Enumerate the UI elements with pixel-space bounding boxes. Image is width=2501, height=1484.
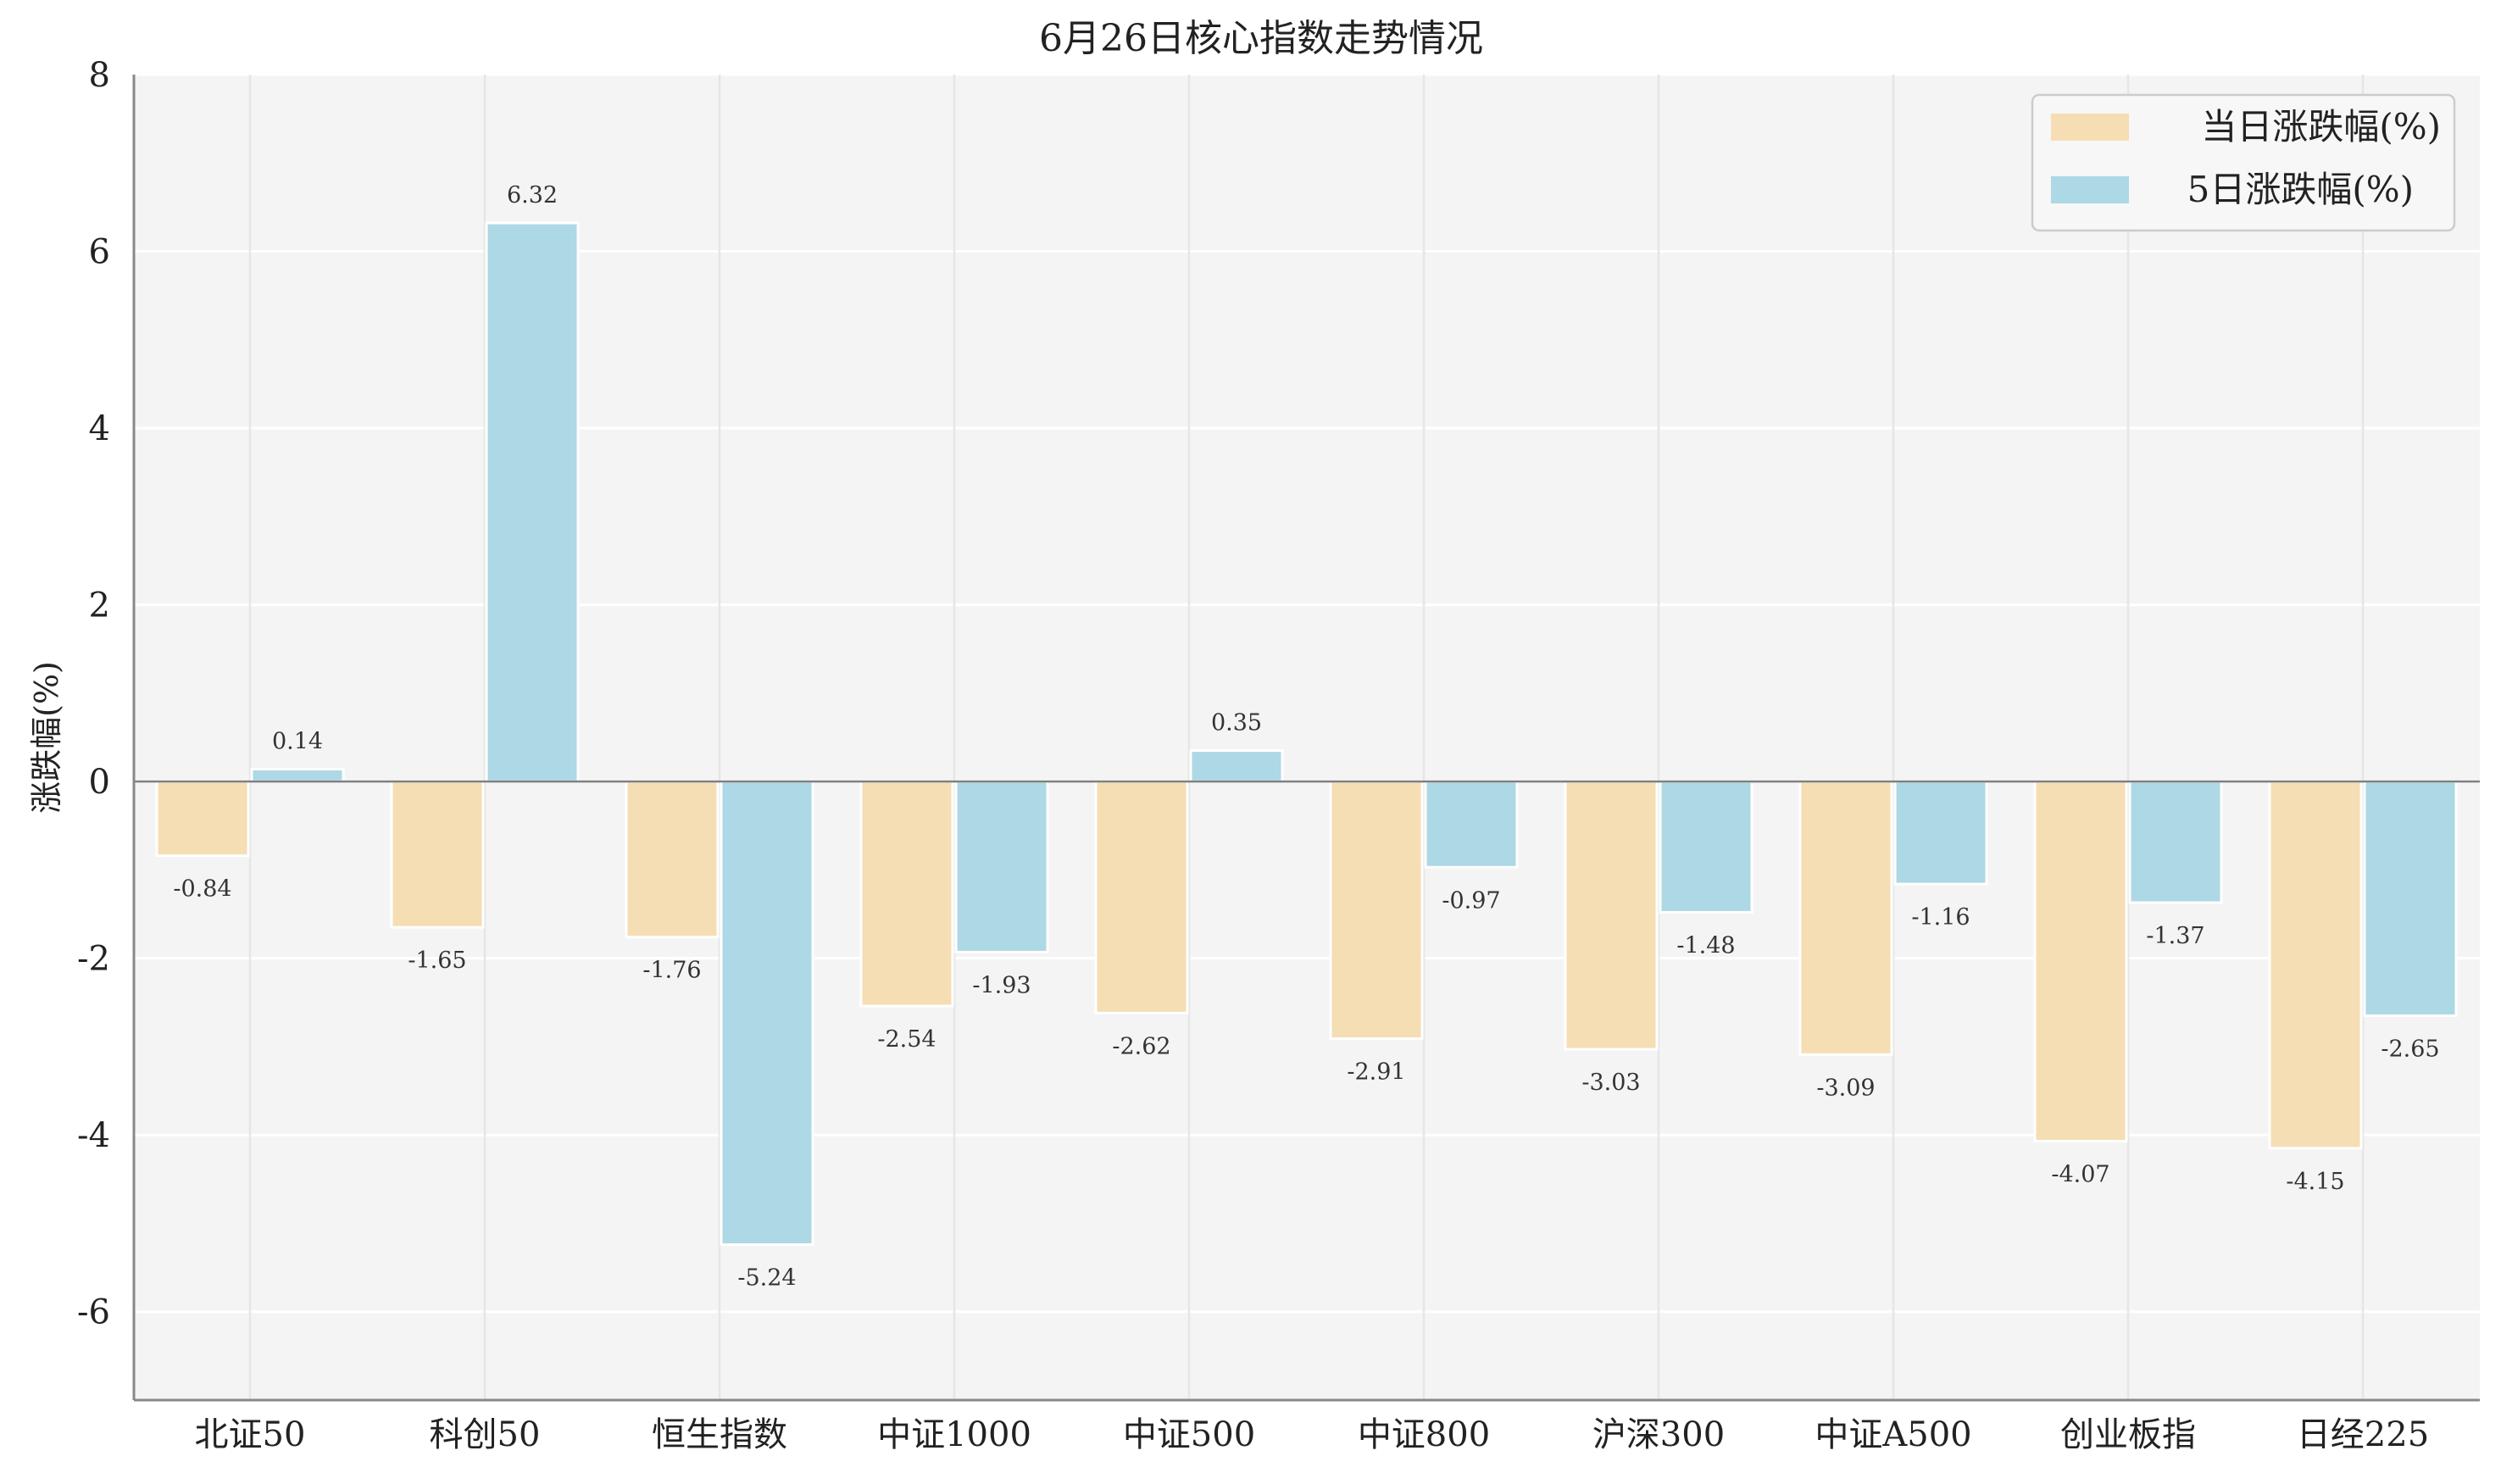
bar-series-0 — [2268, 780, 2363, 1150]
y-axis-label: 涨跌幅(%) — [28, 661, 65, 814]
y-tick-label: 8 — [89, 56, 110, 95]
y-tick-labels: 8 6 4 2 0 -2 -4 -6 — [77, 56, 110, 1332]
bar-series-1 — [1424, 780, 1519, 869]
data-label: -4.07 — [2051, 1161, 2109, 1187]
y-tick-label: -6 — [77, 1293, 110, 1332]
x-tick-label: 中证A500 — [1815, 1415, 1971, 1454]
x-tick-labels: 北证50 科创50 恒生指数 中证1000 中证500 中证800 沪深300 中证A500 创… — [195, 1415, 2430, 1454]
bar-series-1 — [720, 780, 814, 1246]
legend-swatch-5day — [2051, 176, 2129, 203]
bar-series-0 — [1094, 780, 1189, 1014]
bar-series-1 — [250, 768, 345, 783]
chart-title: 6月26日核心指数走势情况 — [1039, 17, 1483, 60]
bar-series-0 — [2033, 780, 2128, 1142]
bar-series-0 — [155, 780, 250, 858]
bar-series-1 — [2363, 780, 2458, 1017]
data-label: -2.62 — [1112, 1033, 1170, 1059]
x-tick-label: 创业板指 — [2060, 1415, 2196, 1454]
bar-series-1 — [485, 221, 580, 783]
data-label: -2.54 — [877, 1026, 936, 1053]
data-label: -3.03 — [1581, 1070, 1640, 1096]
data-label: 6.32 — [507, 182, 558, 208]
x-tick-label: 北证50 — [195, 1415, 306, 1454]
data-label: -1.65 — [408, 948, 466, 974]
x-tick-label: 中证1000 — [877, 1415, 1031, 1454]
x-tick-label: 科创50 — [430, 1415, 541, 1454]
bar-series-0 — [390, 780, 485, 929]
y-tick-label: 2 — [89, 586, 110, 625]
x-tick-label: 日经225 — [2297, 1415, 2429, 1454]
data-label: -4.15 — [2286, 1169, 2344, 1195]
legend-label-daily: 当日涨跌幅(%) — [2201, 106, 2441, 147]
bar-series-0 — [859, 780, 954, 1008]
bars-group — [155, 221, 2458, 1246]
legend: 当日涨跌幅(%) 5日涨跌幅(%) — [2031, 93, 2456, 232]
data-labels: -0.84 -1.65 -1.76 -2.54 -2.62 -2.91 -3.03 -3.09… — [173, 182, 2439, 1291]
bar-series-1 — [1893, 780, 1988, 886]
data-label: -1.16 — [1911, 904, 1970, 931]
bar-series-0 — [625, 780, 720, 939]
legend-box — [2031, 93, 2456, 232]
bar-series-1 — [1659, 780, 1753, 914]
data-label: -1.48 — [1676, 932, 1735, 959]
data-label: -1.37 — [2146, 923, 2204, 949]
y-tick-label: -4 — [77, 1116, 110, 1155]
data-label: -5.24 — [737, 1264, 796, 1291]
y-tick-label: 4 — [89, 409, 110, 448]
bar-series-1 — [954, 780, 1049, 953]
data-label: -2.65 — [2381, 1036, 2439, 1062]
bar-series-1 — [1189, 749, 1284, 783]
data-label: -1.93 — [972, 972, 1031, 998]
data-label: -1.76 — [642, 958, 701, 984]
x-tick-label: 中证800 — [1358, 1415, 1490, 1454]
y-tick-label: 6 — [89, 233, 110, 272]
data-label: -2.91 — [1347, 1059, 1405, 1086]
data-label: -0.97 — [1442, 887, 1500, 914]
data-label: -3.09 — [1816, 1075, 1875, 1101]
bar-series-1 — [2128, 780, 2223, 904]
data-label: -0.84 — [173, 876, 231, 903]
data-label: 0.35 — [1211, 710, 1262, 736]
legend-label-5day: 5日涨跌幅(%) — [2187, 169, 2414, 210]
x-tick-label: 中证500 — [1123, 1415, 1255, 1454]
y-tick-label: 0 — [89, 763, 110, 802]
bar-series-0 — [1329, 780, 1424, 1041]
bar-series-0 — [1564, 780, 1659, 1051]
x-tick-label: 恒生指数 — [652, 1415, 787, 1454]
x-tick-label: 沪深300 — [1592, 1415, 1725, 1454]
data-label: 0.14 — [272, 729, 323, 755]
y-tick-label: -2 — [77, 940, 110, 979]
legend-swatch-daily — [2051, 114, 2129, 141]
bar-series-0 — [1798, 780, 1893, 1056]
